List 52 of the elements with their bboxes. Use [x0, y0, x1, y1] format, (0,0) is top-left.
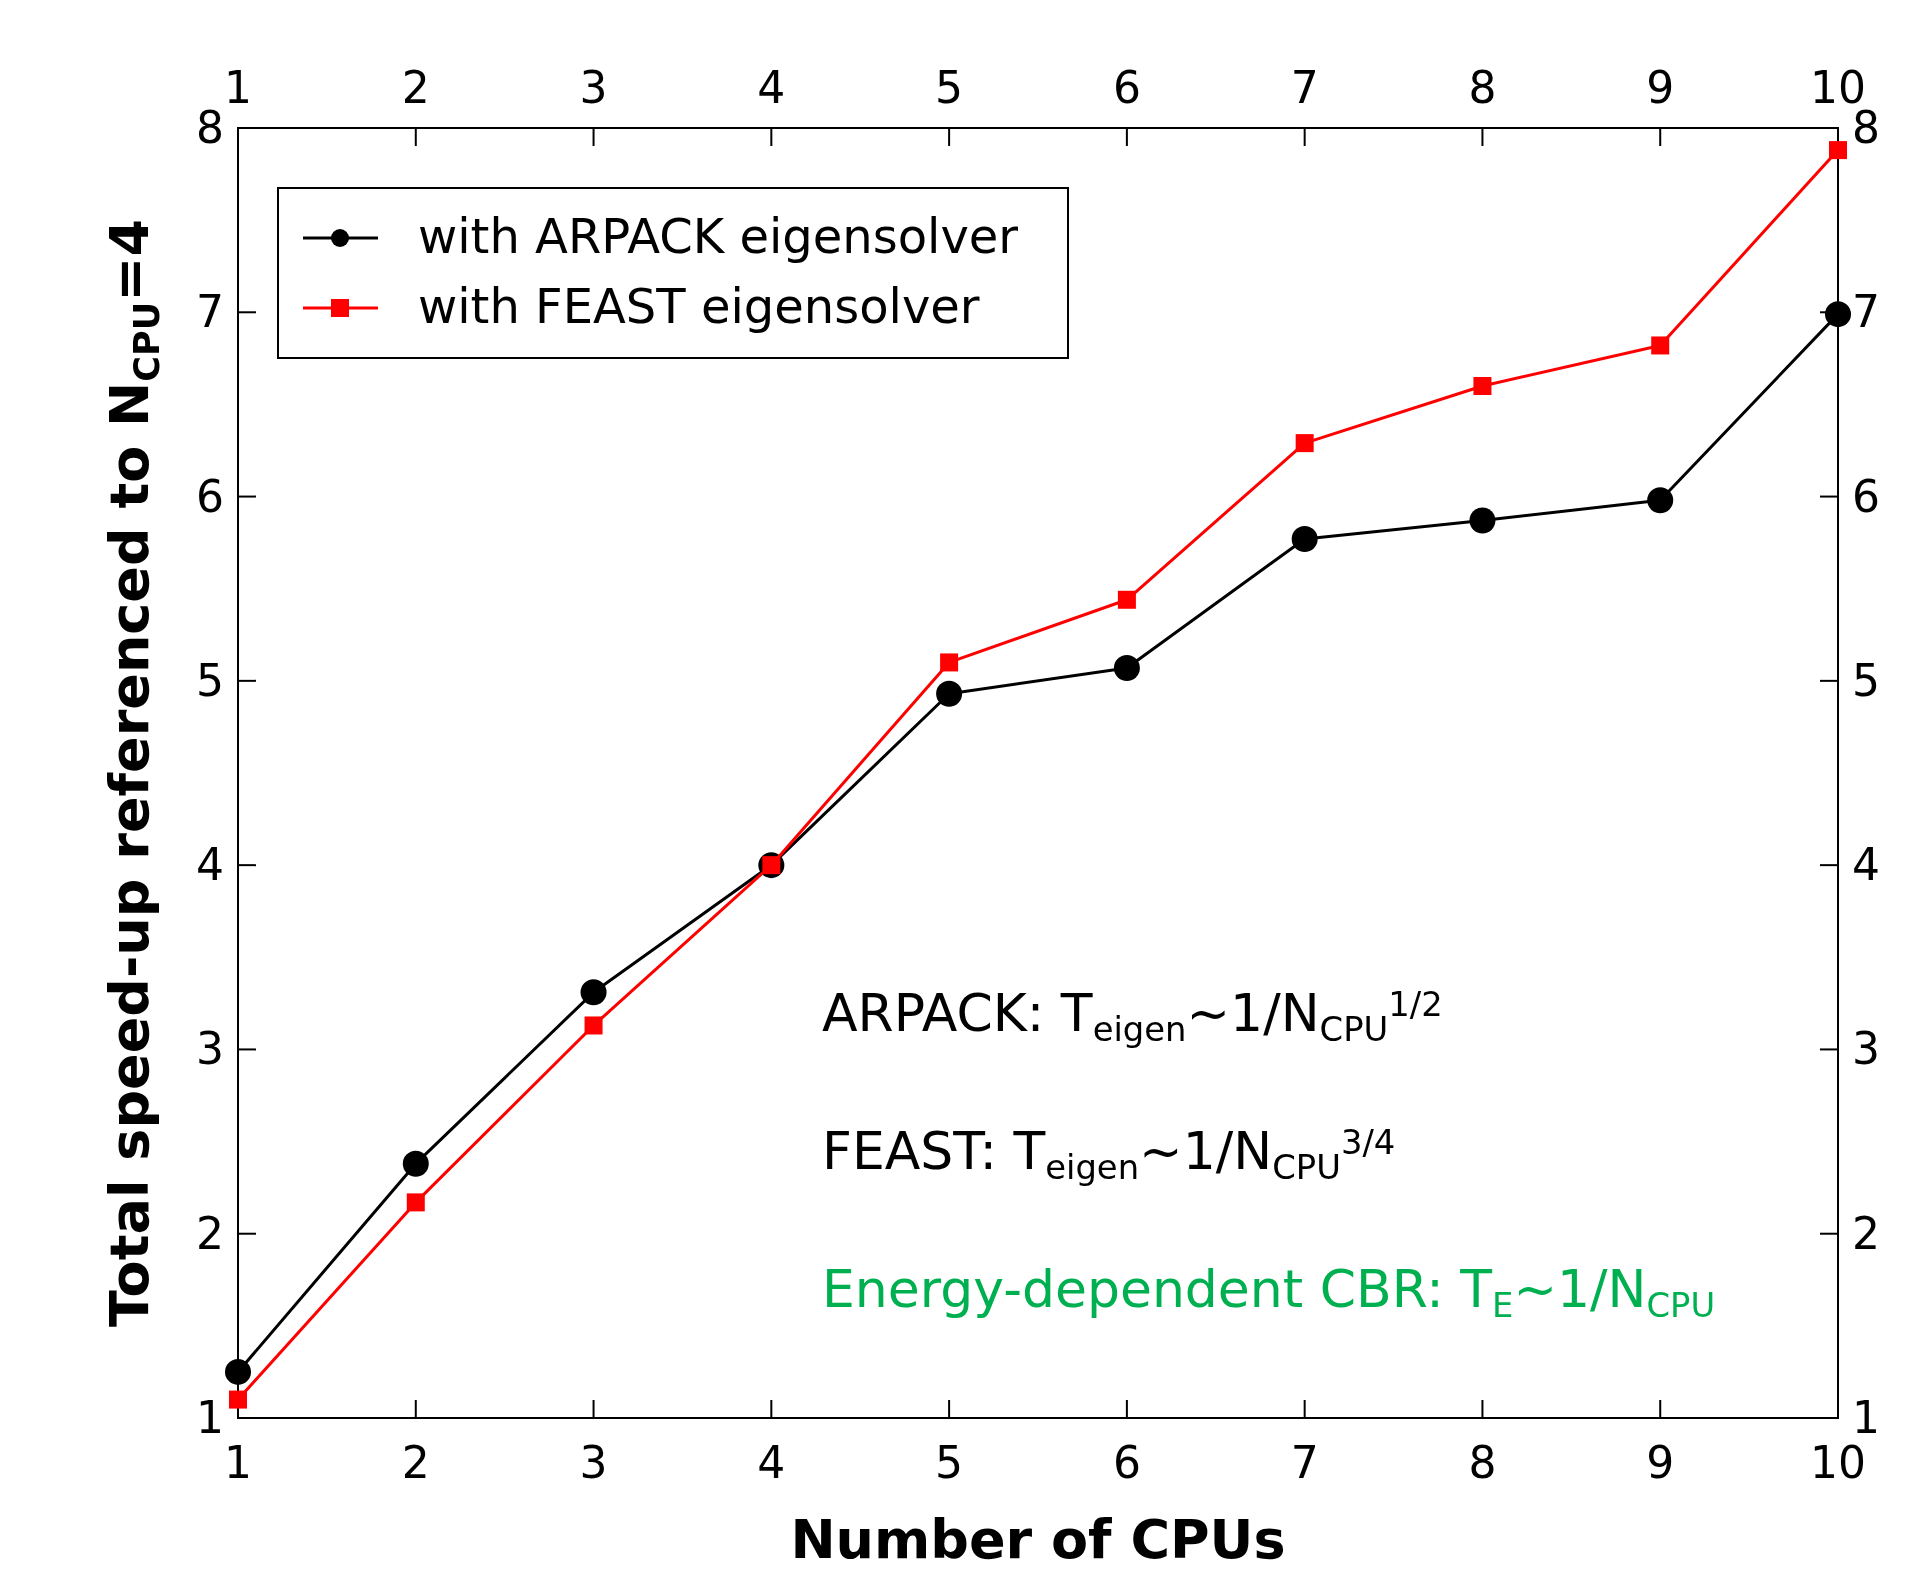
- y2-tick-label: 6: [1852, 470, 1880, 522]
- y2-tick-label: 5: [1852, 654, 1880, 706]
- point: [584, 1016, 603, 1035]
- legend-label: with FEAST eigensolver: [418, 278, 980, 334]
- point: [1291, 525, 1318, 552]
- y-tick-label: 4: [196, 839, 224, 891]
- point: [1651, 336, 1670, 355]
- point: [402, 1150, 429, 1177]
- x2-tick-label: 2: [401, 1437, 430, 1488]
- y2-tick-label: 3: [1852, 1023, 1880, 1075]
- point: [1829, 141, 1847, 160]
- y2-tick-label: 7: [1852, 286, 1880, 338]
- x2-tick-label: 9: [1646, 1437, 1675, 1488]
- x2-tick-label: 4: [757, 1437, 786, 1488]
- point: [1473, 377, 1492, 395]
- point: [1117, 590, 1136, 609]
- y2-tick-label: 4: [1852, 839, 1880, 891]
- x-tick-label: 7: [1290, 62, 1319, 113]
- y-tick-label: 7: [196, 286, 224, 338]
- point: [1825, 301, 1851, 328]
- x-tick-label: 8: [1468, 62, 1497, 113]
- point: [225, 1358, 251, 1385]
- point: [936, 680, 963, 707]
- x2-tick-label: 5: [935, 1437, 964, 1488]
- x-tick-label: 6: [1112, 62, 1141, 113]
- x-axis-title: Number of CPUs: [790, 1508, 1286, 1571]
- y-tick-label: 6: [196, 470, 224, 522]
- x2-tick-label: 7: [1290, 1437, 1319, 1488]
- x-tick-label: 3: [579, 62, 608, 113]
- x-tick-label: 4: [757, 62, 786, 113]
- x-tick-label: 2: [401, 62, 430, 113]
- x-tick-label: 5: [935, 62, 964, 113]
- x-tick-label: 9: [1646, 62, 1675, 113]
- point: [229, 1390, 247, 1409]
- x2-tick-label: 6: [1112, 1437, 1141, 1488]
- x2-tick-label: 3: [579, 1437, 608, 1488]
- point: [580, 979, 607, 1006]
- point: [1469, 507, 1496, 534]
- y-tick-label: 3: [196, 1023, 224, 1075]
- y-tick-label: 5: [196, 654, 224, 706]
- x2-tick-label: 8: [1468, 1437, 1497, 1488]
- point: [1295, 434, 1314, 453]
- legend-label: with ARPACK eigensolver: [418, 208, 1019, 264]
- point: [406, 1193, 425, 1212]
- point: [1647, 487, 1674, 514]
- y2-tick-label: 2: [1852, 1207, 1880, 1259]
- annotation: Energy-dependent CBR: T$_{E}$~1/N$_{CPU}$: [822, 1259, 1716, 1326]
- point: [940, 653, 959, 672]
- y-tick-label: 1: [196, 1392, 224, 1443]
- y-tick-label: 2: [196, 1207, 224, 1259]
- point: [1113, 654, 1140, 681]
- y-tick-label: 8: [196, 102, 224, 153]
